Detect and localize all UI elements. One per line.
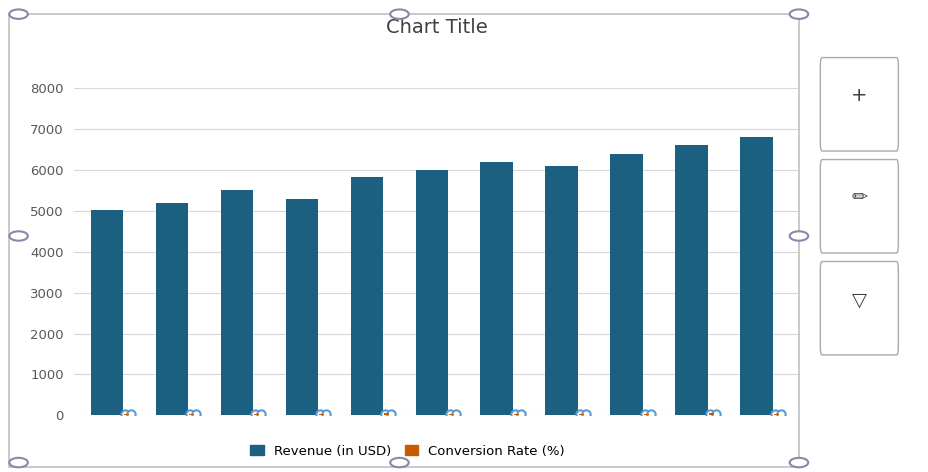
Bar [253, 414, 258, 415]
Bar [448, 414, 453, 415]
FancyBboxPatch shape [819, 58, 897, 151]
Bar [740, 137, 772, 415]
Bar [545, 166, 577, 415]
Bar [773, 414, 778, 415]
Bar [708, 413, 713, 415]
Bar [480, 162, 512, 415]
Bar [415, 170, 447, 415]
Bar [90, 210, 122, 415]
Text: ▽: ▽ [851, 290, 866, 309]
Bar [220, 190, 252, 415]
Title: Chart Title: Chart Title [385, 18, 487, 37]
Bar [188, 414, 194, 415]
FancyBboxPatch shape [819, 261, 897, 355]
Bar [383, 413, 388, 415]
Bar [350, 177, 382, 415]
Bar [578, 414, 583, 415]
FancyBboxPatch shape [819, 160, 897, 253]
Text: ✏: ✏ [850, 188, 867, 207]
Bar [675, 145, 707, 415]
Bar [155, 202, 187, 415]
Bar [513, 414, 518, 415]
Text: +: + [850, 86, 867, 105]
Bar [285, 199, 317, 415]
Bar [610, 153, 642, 415]
Bar [123, 414, 129, 415]
Bar [643, 414, 648, 415]
Legend: Revenue (in USD), Conversion Rate (%): Revenue (in USD), Conversion Rate (%) [245, 439, 570, 463]
Bar [318, 414, 323, 415]
